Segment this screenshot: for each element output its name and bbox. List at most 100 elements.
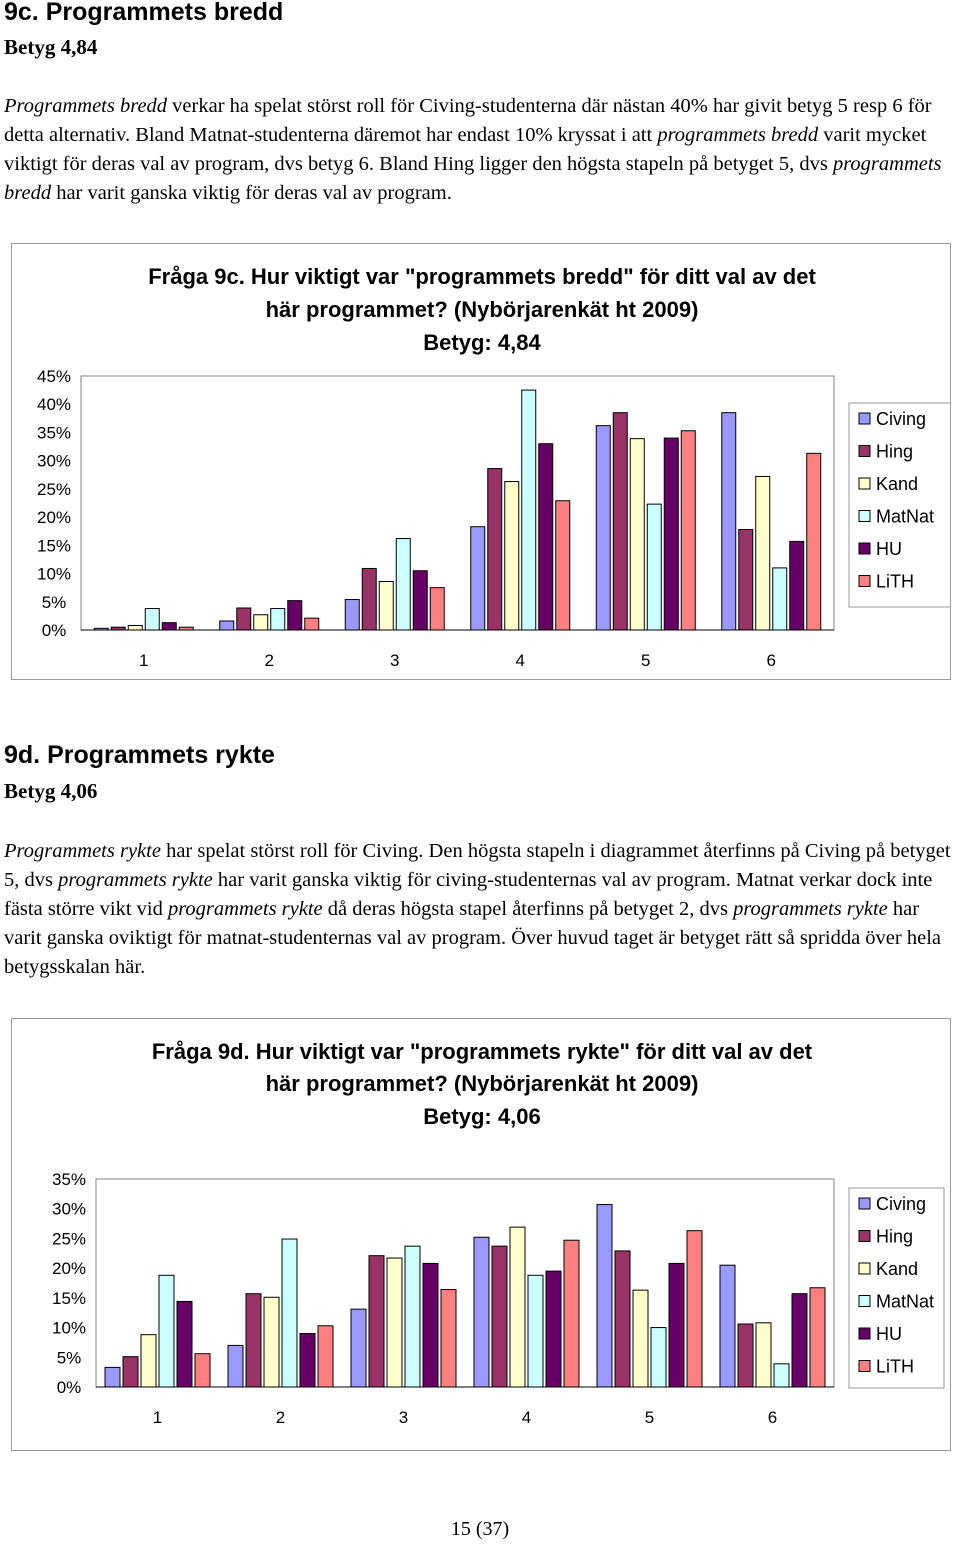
- x-tick-label: 1: [139, 651, 148, 670]
- section-paragraph-9c: Programmets bredd verkar ha spelat störs…: [4, 92, 959, 208]
- y-tick-label: 25%: [37, 480, 71, 499]
- bar-civing-4: [470, 526, 486, 631]
- bar-hing-6: [737, 1323, 754, 1388]
- bar-matnat-1: [158, 1274, 175, 1388]
- paragraph-text: verkar ha spelat störst roll för Civing-…: [4, 95, 932, 146]
- bar-hing-6: [738, 529, 754, 631]
- legend-swatch-matnat: [858, 1295, 871, 1307]
- x-tick-label: 3: [399, 1408, 408, 1427]
- legend-label-civing: Civing: [876, 409, 926, 429]
- y-tick-label: 35%: [37, 423, 71, 442]
- bar-hing-2: [245, 1293, 262, 1388]
- y-tick-label: 20%: [37, 508, 71, 527]
- legend-swatch-civing: [858, 412, 871, 425]
- italic-term: programmets bredd: [4, 153, 942, 204]
- legend-label-hu: HU: [876, 539, 902, 559]
- x-tick-label: 5: [645, 1408, 654, 1427]
- bar-civing-2: [227, 1344, 244, 1388]
- bar-hu-4: [545, 1270, 562, 1388]
- bar-hu-5: [668, 1262, 685, 1388]
- bar-kand-5: [629, 438, 645, 631]
- chart-title-line: Fråga 9d. Hur viktigt var "programmets r…: [152, 1039, 813, 1064]
- y-tick-label: 45%: [37, 367, 71, 386]
- paragraph-text: har varit ganska viktig för civing-stude…: [4, 869, 933, 920]
- bar-hing-5: [614, 1250, 631, 1388]
- bar-hing-2: [236, 607, 252, 631]
- x-tick-label: 4: [522, 1408, 531, 1427]
- chart-9c-svg: Fråga 9c. Hur viktigt var "programmets b…: [37, 264, 953, 670]
- y-tick-label: 20%: [52, 1259, 86, 1278]
- bar-kand-3: [378, 580, 394, 631]
- x-tick-label: 2: [276, 1408, 285, 1427]
- bar-hu-2: [299, 1333, 316, 1388]
- chart-title-line: Fråga 9c. Hur viktigt var "programmets b…: [148, 264, 816, 289]
- y-tick-label: 25%: [52, 1229, 86, 1248]
- legend-box: [848, 402, 953, 608]
- legend-swatch-matnat: [858, 510, 871, 522]
- legend-swatch-kand: [858, 1262, 871, 1275]
- bar-hu-1: [176, 1300, 193, 1388]
- bar-lith-3: [440, 1289, 457, 1388]
- paragraph-text: varit mycket viktigt för deras val av pr…: [4, 124, 927, 175]
- bar-kand-4: [504, 481, 520, 631]
- bar-lith-4: [555, 500, 571, 631]
- bar-kand-6: [755, 475, 771, 631]
- chart-9c: Fråga 9c. Hur viktigt var "programmets b…: [11, 243, 953, 680]
- bar-lith-3: [429, 587, 445, 631]
- legend-swatch-kand: [858, 477, 871, 490]
- bar-civing-5: [596, 1204, 613, 1388]
- bar-lith-1: [194, 1353, 211, 1388]
- italic-term: programmets rykte: [733, 898, 888, 920]
- bar-hing-3: [361, 567, 377, 631]
- bar-civing-5: [595, 425, 611, 631]
- bar-hu-2: [287, 600, 303, 631]
- bar-hing-4: [487, 468, 503, 631]
- bar-lith-2: [304, 617, 320, 631]
- bar-matnat-4: [527, 1274, 544, 1388]
- italic-term: programmets bredd: [657, 124, 819, 146]
- bar-civing-1: [104, 1366, 121, 1388]
- bar-hu-6: [791, 1293, 808, 1388]
- bar-hing-3: [368, 1255, 385, 1388]
- bar-hu-5: [663, 437, 679, 631]
- bar-hu-4: [538, 443, 554, 631]
- y-tick-label: 15%: [37, 536, 71, 555]
- chart-title-line: här programmet? (Nybörjarenkät ht 2009): [266, 297, 699, 322]
- y-tick-label: 30%: [52, 1200, 86, 1219]
- legend-swatch-hu: [858, 1327, 871, 1340]
- bar-matnat-6: [772, 567, 788, 631]
- legend-label-hing: Hing: [876, 1227, 913, 1247]
- bar-lith-6: [809, 1287, 826, 1388]
- legend-swatch-hing: [858, 445, 871, 457]
- bar-hing-1: [110, 626, 126, 631]
- legend-swatch-lith: [858, 575, 871, 587]
- bar-kand-2: [263, 1296, 280, 1388]
- bar-lith-2: [317, 1325, 334, 1388]
- bar-lith-5: [686, 1230, 703, 1388]
- italic-term: Programmets bredd: [4, 95, 168, 117]
- x-tick-label: 6: [767, 651, 776, 670]
- bar-matnat-4: [521, 389, 537, 631]
- bar-hing-1: [122, 1356, 139, 1388]
- x-tick-label: 5: [641, 651, 650, 670]
- bar-civing-6: [719, 1264, 736, 1388]
- x-tick-label: 1: [153, 1408, 162, 1427]
- legend-label-matnat: MatNat: [876, 1292, 934, 1312]
- bar-matnat-5: [650, 1327, 667, 1388]
- legend-swatch-civing: [858, 1197, 871, 1210]
- paragraph-text: har varit ganska oviktigt för matnat-stu…: [4, 898, 941, 978]
- legend-label-lith: LiTH: [876, 1357, 914, 1377]
- x-tick-label: 3: [390, 651, 399, 670]
- chart-title-line: här programmet? (Nybörjarenkät ht 2009): [266, 1071, 699, 1096]
- page-number: 15 (37): [450, 1518, 510, 1540]
- legend-label-matnat: MatNat: [876, 507, 934, 527]
- section-heading-9d: 9d. Programmets rykte: [4, 741, 275, 769]
- legend-label-hu: HU: [876, 1324, 902, 1344]
- y-tick-label: 10%: [52, 1319, 86, 1338]
- x-tick-label: 2: [265, 651, 274, 670]
- plot-area: [80, 375, 835, 631]
- bar-civing-3: [350, 1308, 367, 1388]
- bar-lith-5: [680, 430, 696, 631]
- bar-matnat-6: [773, 1363, 790, 1388]
- italic-term: programmets rykte: [58, 869, 213, 891]
